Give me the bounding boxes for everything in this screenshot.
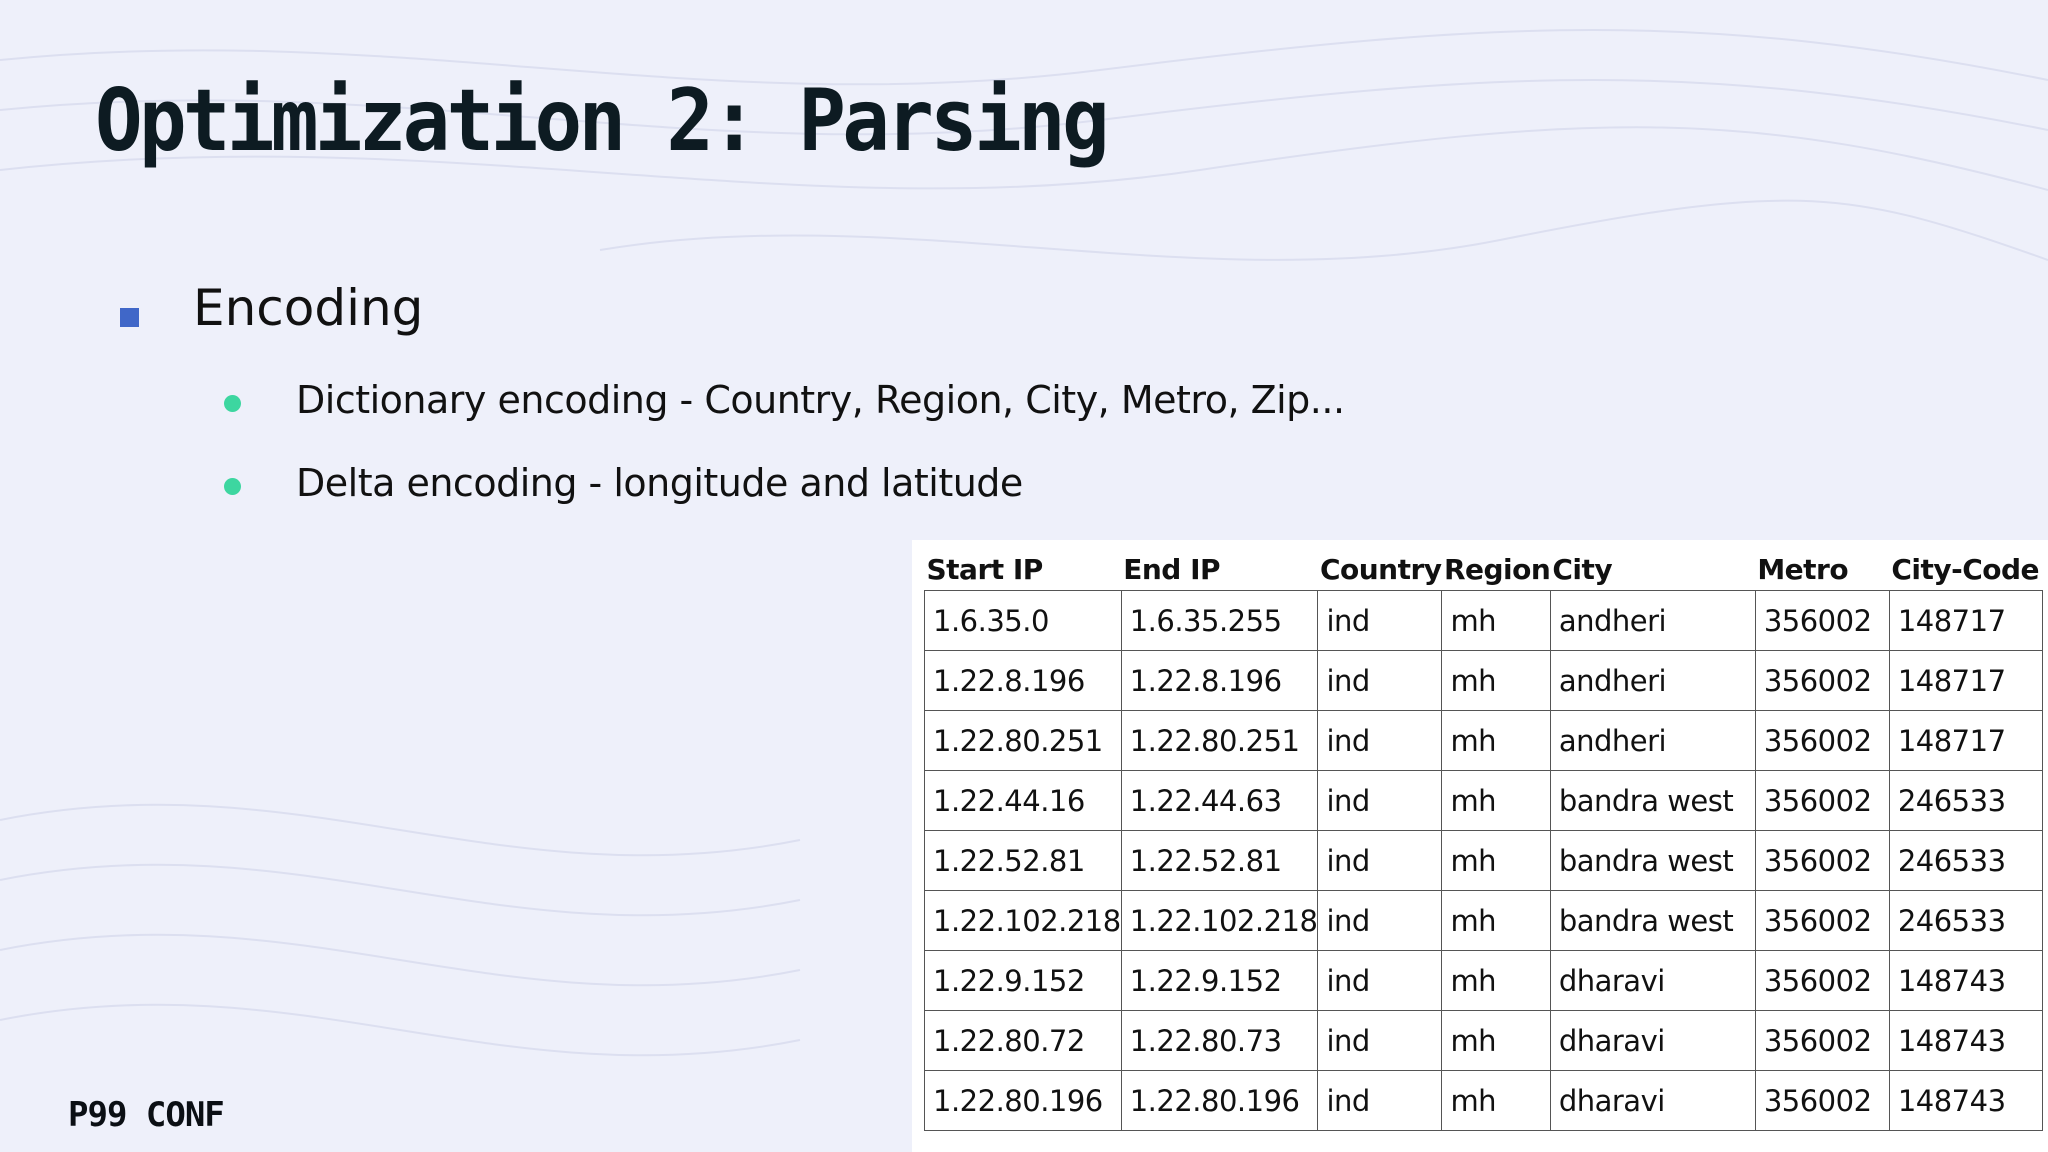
column-header: End IP	[1123, 552, 1221, 586]
table-cell: 246533	[1888, 770, 2043, 831]
table-cell: andheri	[1549, 710, 1756, 771]
table-cell: 1.22.9.152	[1120, 950, 1319, 1011]
table-cell: mh	[1441, 890, 1551, 951]
table-row: 1.22.102.218 1.22.102.218 ind mh bandra west…	[924, 890, 2043, 951]
table-cell: dharavi	[1549, 950, 1756, 1011]
table-cell: mh	[1441, 1070, 1551, 1131]
table-cell: 1.22.80.251	[924, 710, 1122, 771]
table-cell: 1.22.80.196	[1120, 1070, 1319, 1131]
table-cell: bandra west	[1549, 890, 1756, 951]
table-cell: andheri	[1549, 650, 1756, 711]
column-header: Metro	[1757, 552, 1849, 586]
table-cell: 1.22.102.218	[924, 890, 1122, 951]
table-cell: 148717	[1888, 710, 2043, 771]
table-cell: andheri	[1549, 590, 1756, 651]
table-cell: 246533	[1888, 890, 2043, 951]
table-cell: 356002	[1754, 710, 1890, 771]
table-cell: ind	[1317, 770, 1443, 831]
slide-title: Optimization 2: Parsing	[95, 71, 1110, 171]
table-row: 1.6.35.0 1.6.35.255 ind mh andheri 356002 1487…	[924, 590, 2043, 651]
table-cell: dharavi	[1549, 1010, 1756, 1071]
column-header: Region	[1443, 552, 1551, 586]
table-cell: 1.22.9.152	[924, 950, 1122, 1011]
table-cell: mh	[1441, 590, 1551, 651]
table-cell: 1.22.80.251	[1120, 710, 1319, 771]
table-cell: 148743	[1888, 1070, 2043, 1131]
table-cell: mh	[1441, 710, 1551, 771]
ip-location-table: Start IP End IP Country Region City Metr…	[924, 548, 2043, 1131]
sub-bullet-dictionary: Dictionary encoding - Country, Region, C…	[296, 378, 1345, 422]
table-cell: ind	[1317, 1010, 1443, 1071]
table-cell: 1.22.80.73	[1120, 1010, 1319, 1071]
table-cell: ind	[1317, 1070, 1443, 1131]
table-cell: mh	[1441, 1010, 1551, 1071]
table-cell: 1.22.52.81	[1120, 830, 1319, 891]
sub-bullet-delta: Delta encoding - longitude and latitude	[296, 461, 1023, 505]
table-row: 1.22.52.81 1.22.52.81 ind mh bandra west 3560…	[924, 830, 2043, 891]
table-cell: mh	[1441, 950, 1551, 1011]
table-cell: 148717	[1888, 650, 2043, 711]
table-cell: 356002	[1754, 890, 1890, 951]
table-cell: dharavi	[1549, 1070, 1756, 1131]
table-cell: ind	[1317, 830, 1443, 891]
table-cell: ind	[1317, 710, 1443, 771]
table-cell: 1.6.35.255	[1120, 590, 1319, 651]
column-header: Start IP	[926, 552, 1044, 586]
ip-table-panel: Start IP End IP Country Region City Metr…	[912, 540, 2048, 1152]
table-row: 1.22.80.196 1.22.80.196 ind mh dharavi 356002…	[924, 1070, 2043, 1131]
column-header: City	[1552, 552, 1613, 586]
table-cell: 1.22.44.63	[1120, 770, 1319, 831]
table-cell: 1.22.8.196	[924, 650, 1122, 711]
table-cell: 356002	[1754, 590, 1890, 651]
table-cell: 1.22.52.81	[924, 830, 1122, 891]
table-cell: 1.22.44.16	[924, 770, 1122, 831]
table-cell: 356002	[1754, 770, 1890, 831]
table-row: 1.22.9.152 1.22.9.152 ind mh dharavi 356002 14…	[924, 950, 2043, 1011]
table-cell: bandra west	[1549, 770, 1756, 831]
column-header: City-Code	[1891, 552, 2040, 586]
table-cell: ind	[1317, 950, 1443, 1011]
table-cell: ind	[1317, 890, 1443, 951]
table-cell: bandra west	[1549, 830, 1756, 891]
table-cell: ind	[1317, 590, 1443, 651]
bullet-dot-icon	[224, 478, 241, 495]
bullet-dot-icon	[224, 395, 241, 412]
table-cell: 356002	[1754, 650, 1890, 711]
table-cell: 1.22.8.196	[1120, 650, 1319, 711]
p99-conf-logo: P99 CONF	[68, 1095, 225, 1135]
table-cell: 356002	[1754, 1070, 1890, 1131]
table-cell: 246533	[1888, 830, 2043, 891]
table-cell: 356002	[1754, 1010, 1890, 1071]
bullet-square-icon	[120, 308, 139, 327]
table-cell: 356002	[1754, 830, 1890, 891]
table-cell: 148743	[1888, 1010, 2043, 1071]
table-cell: 148743	[1888, 950, 2043, 1011]
table-cell: mh	[1441, 650, 1551, 711]
bullet-encoding: Encoding	[193, 279, 424, 337]
table-header-row: Start IP End IP Country Region City Metr…	[925, 548, 2043, 591]
table-cell: mh	[1441, 830, 1551, 891]
table-row: 1.22.80.251 1.22.80.251 ind mh andheri 356002…	[924, 710, 2043, 771]
table-cell: 148717	[1888, 590, 2043, 651]
table-row: 1.22.44.16 1.22.44.63 ind mh bandra west 3560…	[924, 770, 2043, 831]
column-header: Country	[1319, 552, 1442, 586]
table-cell: 1.22.80.72	[924, 1010, 1122, 1071]
table-cell: 1.6.35.0	[924, 590, 1122, 651]
table-row: 1.22.80.72 1.22.80.73 ind mh dharavi 356002 14…	[924, 1010, 2043, 1071]
table-cell: 1.22.80.196	[924, 1070, 1122, 1131]
table-cell: 356002	[1754, 950, 1890, 1011]
table-row: 1.22.8.196 1.22.8.196 ind mh andheri 356002 14…	[924, 650, 2043, 711]
table-cell: 1.22.102.218	[1120, 890, 1319, 951]
table-cell: ind	[1317, 650, 1443, 711]
table-cell: mh	[1441, 770, 1551, 831]
